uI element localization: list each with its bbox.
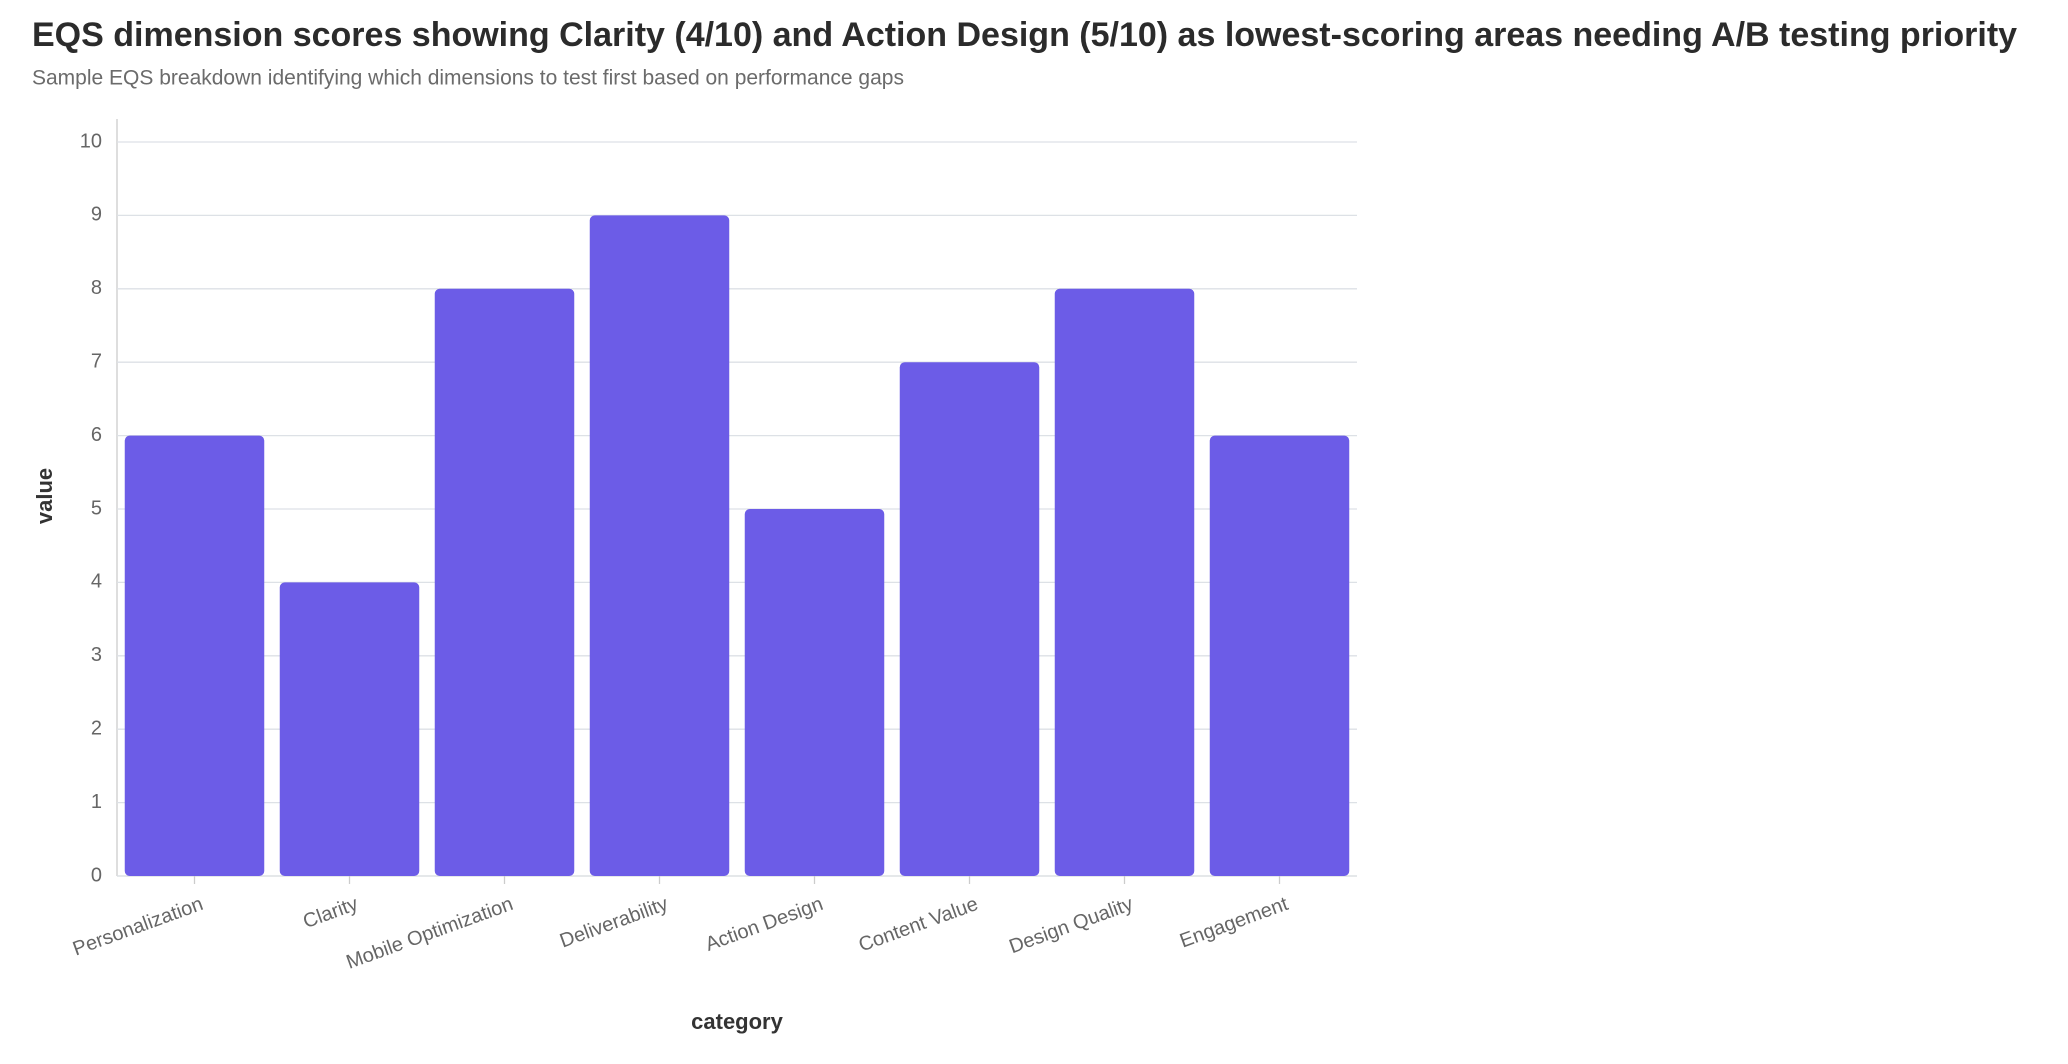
bar [1054, 288, 1195, 876]
bar [434, 288, 575, 876]
bar [1209, 435, 1350, 876]
x-tick-label: Action Design [703, 893, 826, 956]
y-axis-label: value [32, 468, 57, 524]
y-tick-label: 9 [91, 204, 102, 226]
y-tick-label: 2 [91, 717, 102, 739]
bar [589, 215, 730, 876]
y-tick-label: 0 [91, 864, 102, 886]
chart-subtitle: Sample EQS breakdown identifying which d… [32, 67, 904, 90]
bar [279, 582, 420, 876]
x-tick-label: Clarity [300, 893, 361, 933]
y-tick-label: 6 [91, 424, 102, 446]
bar [744, 509, 885, 876]
x-tick-label: Content Value [856, 893, 981, 957]
x-tick-label: Deliverability [557, 893, 671, 952]
y-tick-label: 1 [91, 791, 102, 813]
x-tick-label: Mobile Optimization [343, 893, 516, 974]
x-tick-label: Engagement [1177, 893, 1292, 953]
bar [899, 362, 1040, 876]
x-axis-label: category [691, 1009, 783, 1034]
y-tick-label: 4 [91, 571, 102, 593]
chart-title: EQS dimension scores showing Clarity (4/… [32, 16, 2017, 54]
y-tick-label: 5 [91, 497, 102, 519]
y-tick-label: 7 [91, 350, 102, 372]
x-tick-label: Personalization [70, 893, 206, 960]
x-tick-label: Design Quality [1006, 893, 1136, 958]
y-tick-label: 3 [91, 644, 102, 666]
bar [124, 435, 265, 876]
y-tick-label: 8 [91, 277, 102, 299]
y-tick-label: 10 [80, 130, 102, 152]
